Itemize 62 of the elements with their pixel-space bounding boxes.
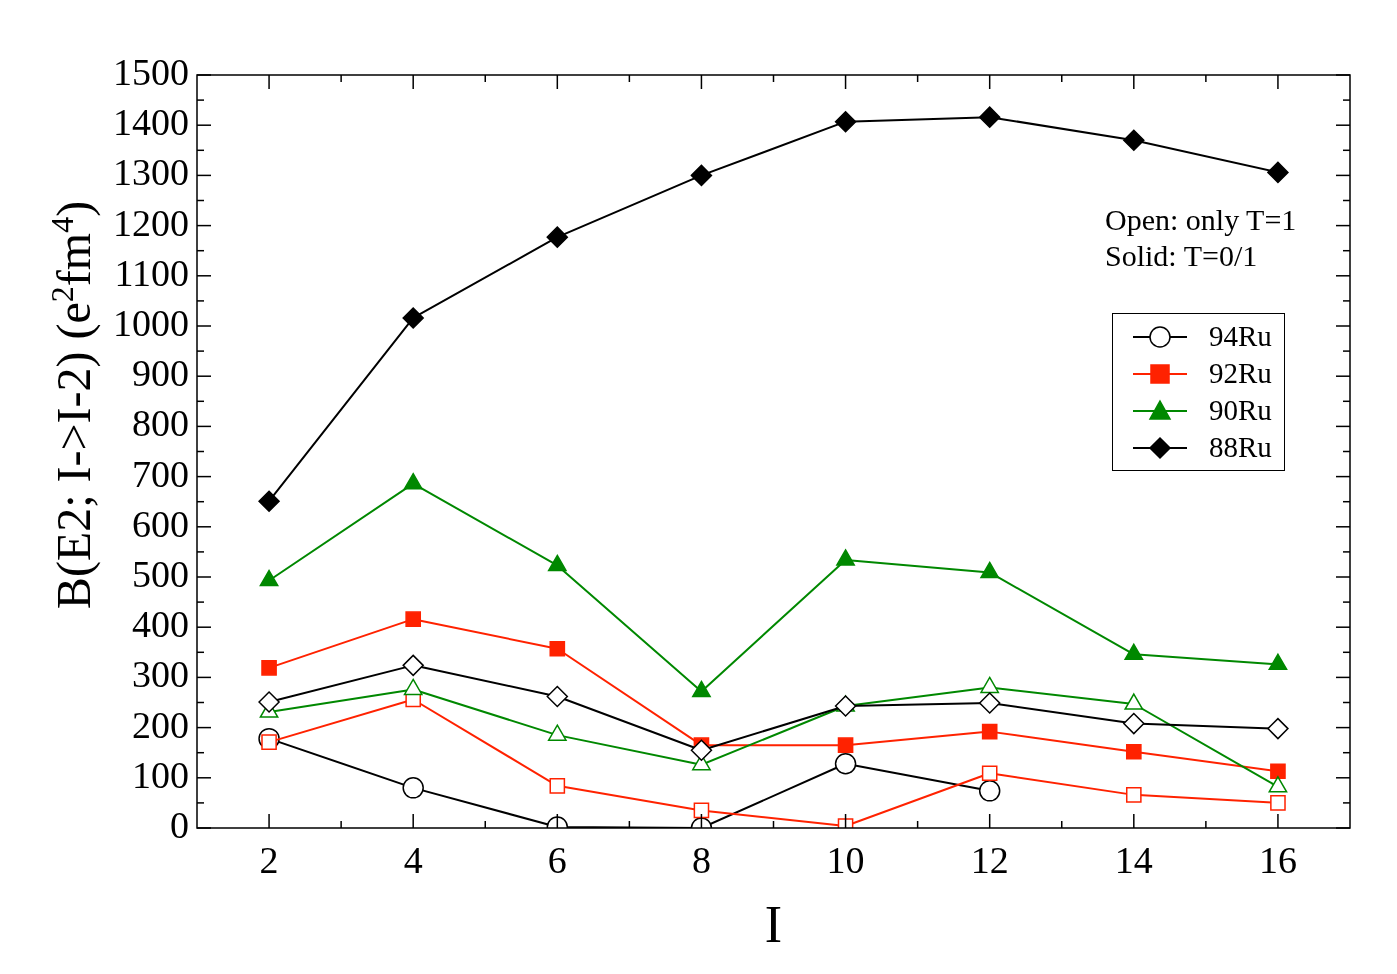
x-tick-label: 8 — [691, 838, 711, 881]
x-tick-label: 6 — [547, 838, 567, 881]
point — [546, 685, 569, 708]
point — [1267, 717, 1289, 740]
point — [690, 164, 713, 187]
x-tick-label: 4 — [403, 838, 423, 881]
annotation: Open: only T=1 — [1105, 202, 1297, 236]
point — [549, 640, 566, 657]
y-tick-label: 400 — [132, 603, 189, 646]
x-tick-label: 12 — [970, 838, 1009, 881]
point — [981, 765, 998, 782]
point — [261, 660, 277, 676]
point — [834, 752, 857, 775]
point — [837, 737, 854, 753]
point — [978, 106, 1001, 128]
y-tick-label: 1400 — [113, 101, 189, 144]
point — [405, 611, 422, 627]
point — [1267, 161, 1289, 184]
point — [1125, 743, 1142, 760]
y-tick-label: 1200 — [113, 201, 189, 244]
legend-label: 90Ru — [1209, 394, 1272, 427]
point — [978, 780, 1001, 802]
x-tick-label: 14 — [1114, 838, 1153, 881]
y-tick-label: 900 — [132, 352, 189, 395]
y-tick-label: 100 — [132, 753, 189, 796]
point — [1123, 129, 1145, 152]
point — [546, 226, 569, 248]
y-tick-label: 200 — [132, 703, 189, 746]
x-tick-label: 10 — [826, 838, 865, 881]
y-tick-label: 0 — [170, 803, 189, 846]
point — [1270, 763, 1286, 780]
y-tick-label: 300 — [132, 653, 189, 696]
point — [402, 654, 424, 677]
point — [549, 778, 566, 794]
x-tick-label: 16 — [1258, 838, 1297, 881]
x-tick-label: 2 — [259, 838, 279, 881]
y-tick-label: 1100 — [114, 251, 189, 294]
point — [978, 692, 1001, 714]
point — [258, 490, 280, 512]
annotation: Solid: T=0/1 — [1105, 238, 1258, 272]
point — [1123, 712, 1145, 735]
point — [1125, 787, 1142, 803]
point — [402, 307, 424, 329]
y-tick-label: 500 — [132, 552, 189, 595]
y-tick-label: 1500 — [113, 50, 189, 93]
point — [693, 802, 710, 819]
point — [690, 739, 713, 761]
legend-label: 92Ru — [1209, 357, 1272, 390]
y-tick-label: 700 — [132, 452, 189, 495]
point — [834, 695, 857, 717]
y-tick-label: 1000 — [113, 301, 189, 344]
y-tick-label: 1300 — [113, 151, 189, 194]
legend-label: 88Ru — [1209, 431, 1272, 464]
point — [258, 691, 280, 713]
point — [402, 777, 424, 799]
y-tick-label: 600 — [132, 502, 189, 545]
point — [1270, 795, 1286, 811]
point — [981, 723, 998, 740]
y-tick-label: 800 — [132, 402, 189, 445]
legend-label: 94Ru — [1209, 320, 1272, 353]
x-axis-title: I — [764, 896, 783, 954]
point — [834, 110, 857, 133]
